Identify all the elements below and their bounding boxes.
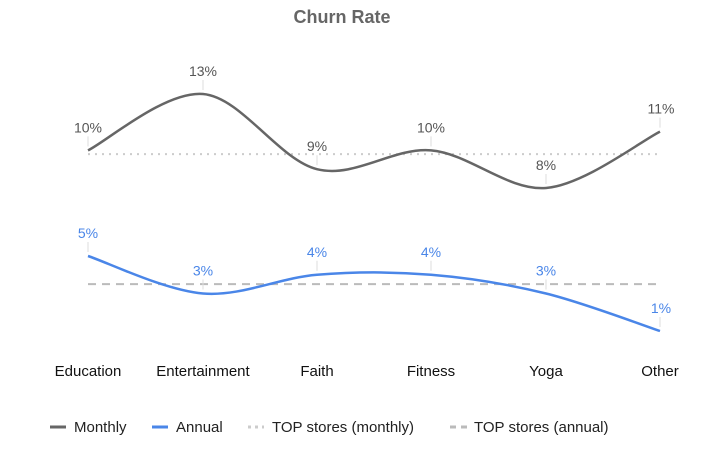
annual-data-label: 4% [307,244,327,260]
legend: Monthly Annual TOP stores (monthly) TOP sto… [50,419,609,436]
annual-legend-label: Annual [176,419,223,436]
category-axis-labels: Education Entertainment Faith Fitness Yoga Ot… [55,363,679,380]
annual-data-label: 3% [193,263,213,279]
monthly-data-label: 8% [536,157,556,173]
monthly-data-label: 11% [648,101,675,117]
annual-data-label: 4% [421,244,441,260]
monthly-data-label: 10% [74,119,102,135]
annual-data-label: 5% [78,225,98,241]
monthly-data-label: 10% [417,119,445,135]
top-stores-annual-legend-label: TOP stores (annual) [474,419,609,436]
top-stores-monthly-legend-label: TOP stores (monthly) [272,419,414,436]
category-label: Yoga [529,363,563,380]
chart-title: Churn Rate [293,7,390,27]
data-labels: 10% 13% 9% 10% 8% 11% 5% 3% 4% 4% 3% 1% [74,63,675,327]
category-label: Entertainment [156,363,250,380]
monthly-data-label: 13% [189,63,217,79]
category-label: Fitness [407,363,455,380]
annual-data-label: 3% [536,263,556,279]
category-label: Other [641,363,679,380]
annual-data-label: 1% [651,300,671,316]
monthly-line [87,92,661,190]
monthly-legend-label: Monthly [74,419,127,436]
category-label: Faith [300,363,333,380]
monthly-data-label: 9% [307,138,327,154]
category-label: Education [55,363,122,380]
annual-line [87,254,661,333]
series-lines [87,92,661,333]
